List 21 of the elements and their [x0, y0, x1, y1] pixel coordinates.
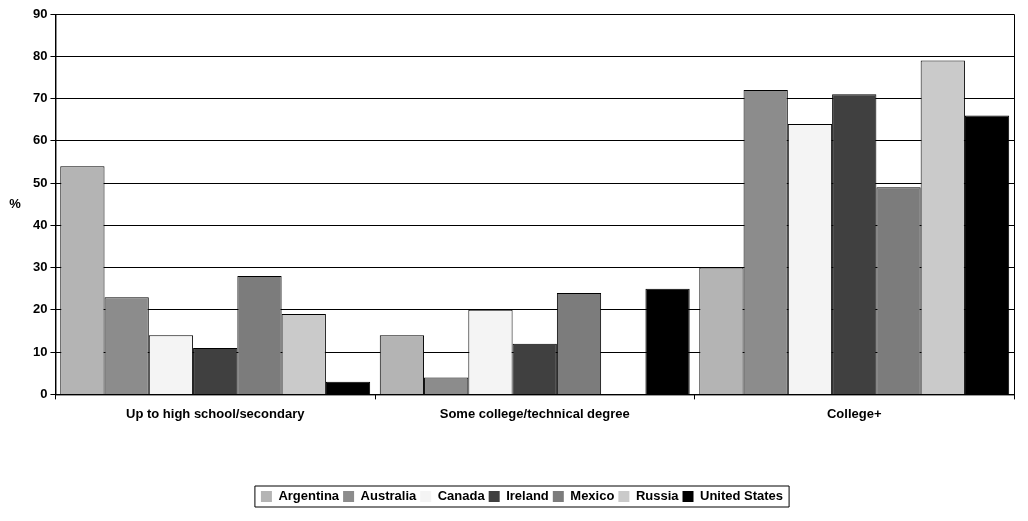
legend-label: Mexico — [570, 488, 615, 504]
x-tick-label: Up to high school/secondary — [126, 405, 306, 421]
legend-label: Argentina — [278, 488, 340, 504]
y-tick-label: 0 — [40, 385, 48, 401]
y-tick-label: 10 — [32, 343, 48, 359]
y-tick-label: 80 — [32, 47, 48, 63]
y-tick-label: 50 — [32, 174, 48, 190]
y-tick-label: 70 — [32, 90, 48, 106]
y-tick-label: 30 — [32, 259, 48, 275]
legend-label: United States — [700, 488, 784, 504]
x-tick-label: Some college/technical degree — [439, 405, 630, 421]
y-tick-label: 90 — [32, 5, 48, 21]
legend-label: Russia — [635, 488, 680, 504]
y-tick-label: 40 — [32, 216, 48, 232]
legend-label: Australia — [360, 488, 417, 504]
y-tick-label: 20 — [32, 301, 48, 317]
x-tick-label: College+ — [826, 405, 882, 421]
y-axis-title: % — [9, 195, 22, 211]
y-tick-label: 60 — [32, 132, 48, 148]
legend-label: Canada — [437, 488, 486, 504]
legend-label: Ireland — [506, 488, 549, 504]
